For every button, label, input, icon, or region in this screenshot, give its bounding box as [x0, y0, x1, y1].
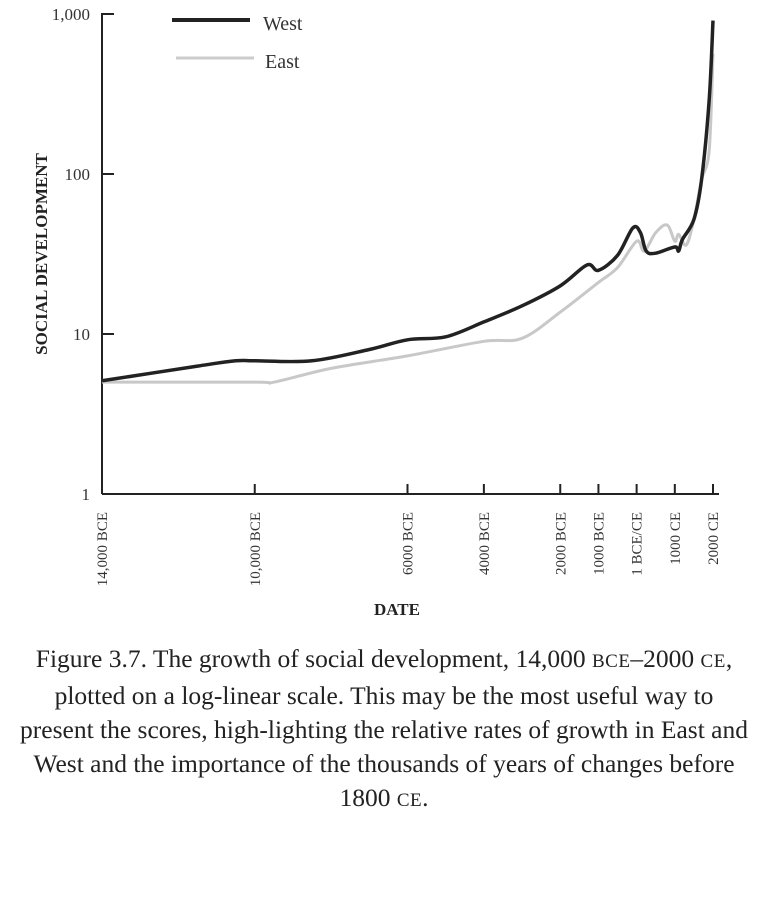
- series-group: [101, 20, 715, 385]
- x-tick-label: 14,000 BCE: [95, 512, 111, 586]
- caption-text: –2000: [630, 644, 695, 673]
- caption-smallcaps: CE: [700, 651, 726, 672]
- x-tick-label: 1 BCE/CE: [630, 512, 646, 576]
- x-tick-label: 4000 BCE: [477, 512, 493, 575]
- x-tick-label: 1000 BCE: [591, 512, 607, 575]
- x-tick-label: 10,000 BCE: [248, 512, 264, 586]
- y-tick-label: 1,000: [52, 5, 90, 24]
- x-tick-label: 2000 CE: [706, 512, 722, 565]
- chart: 1 10 100 1,000 14,000 BCE 10,000 BCE 6000 BCE…: [32, 5, 722, 619]
- x-axis: 14,000 BCE 10,000 BCE 6000 BCE 4000 BCE 2000…: [95, 484, 722, 586]
- x-tick-label: 6000 BCE: [401, 512, 417, 575]
- legend-label-west: West: [263, 13, 303, 35]
- series-line-east: [102, 53, 715, 385]
- y-axis: 1 10 100 1,000: [52, 5, 114, 504]
- x-tick-label: 2000 BCE: [553, 512, 569, 575]
- caption-smallcaps: CE: [396, 790, 423, 811]
- caption-smallcaps: BCE: [591, 651, 631, 672]
- y-tick-label: 100: [65, 165, 91, 184]
- x-axis-label: DATE: [374, 600, 420, 619]
- legend-label-east: East: [265, 51, 300, 73]
- y-axis-label: SOCIAL DEVELOPMENT: [32, 153, 51, 355]
- y-tick-label: 1: [82, 485, 91, 504]
- series-line-west: [101, 20, 715, 383]
- caption-text: .: [422, 783, 429, 812]
- y-tick-label: 10: [73, 325, 90, 344]
- figure-caption: Figure 3.7. The growth of social develop…: [20, 642, 748, 818]
- caption-text: Figure 3.7. The growth of social develop…: [35, 644, 586, 673]
- x-tick-label: 1000 CE: [668, 512, 684, 565]
- legend: West East: [172, 13, 303, 73]
- caption-text: , plotted on a log-linear scale. This ma…: [20, 644, 748, 812]
